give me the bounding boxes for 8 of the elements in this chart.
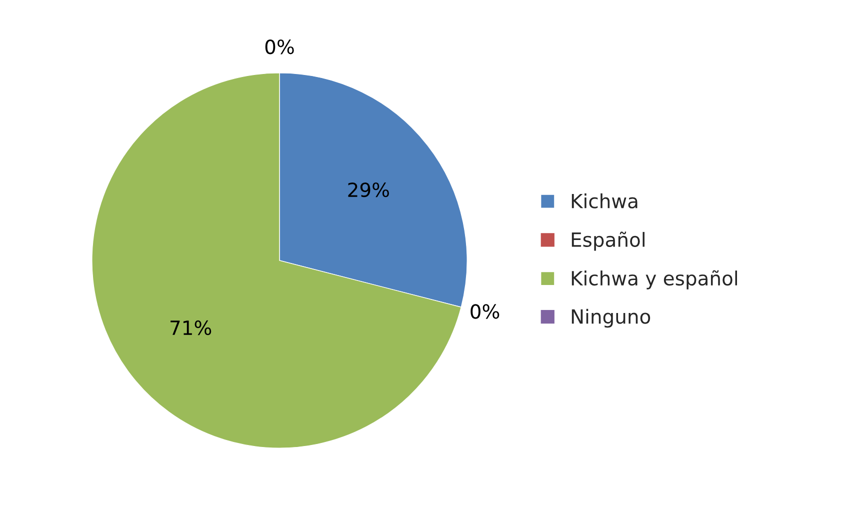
data-label: 29%	[348, 182, 389, 198]
text: 0%	[470, 304, 500, 319]
legend-label: Ninguno	[572, 308, 650, 328]
data-label: 71%	[170, 320, 212, 336]
text: 0%	[265, 39, 294, 54]
legend-label: Kichwa y español	[572, 270, 738, 290]
legend-label: Kichwa	[572, 193, 638, 208]
legend-label: Español	[572, 232, 644, 251]
